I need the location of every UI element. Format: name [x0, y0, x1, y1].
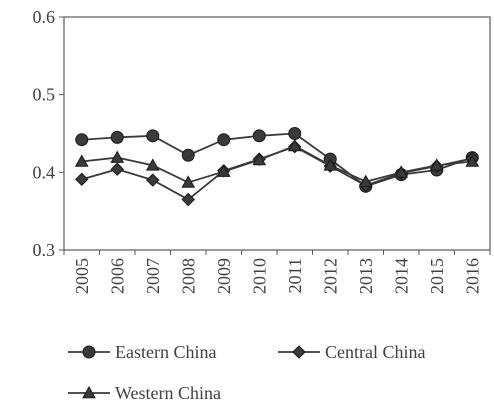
data-point-triangle — [465, 154, 480, 167]
y-tick-label: 0.4 — [33, 162, 56, 182]
data-point-triangle — [394, 165, 409, 178]
y-tick-label: 0.3 — [33, 240, 56, 260]
x-tick-label: 2010 — [249, 258, 269, 294]
x-tick-label: 2007 — [143, 258, 163, 294]
series-line-western-china — [81, 144, 473, 184]
x-tick-label: 2012 — [320, 258, 340, 294]
axes — [63, 16, 491, 251]
data-point-triangle — [429, 158, 444, 171]
data-point-triangle — [252, 152, 267, 166]
data-point-triangle — [287, 138, 302, 152]
x-tick-label: 2013 — [356, 258, 376, 294]
data-point-circle — [181, 148, 195, 162]
data-point-diamond — [181, 192, 195, 207]
series-line-eastern-china — [81, 132, 473, 188]
data-point-triangle — [216, 164, 231, 177]
data-point-triangle — [181, 175, 196, 188]
data-point-diamond — [110, 162, 124, 176]
x-tick-label: 2016 — [462, 258, 482, 294]
x-tick-label: 2006 — [107, 258, 127, 294]
data-point-triangle — [110, 150, 125, 163]
x-tick-label: 2011 — [285, 258, 305, 293]
data-point-triangle — [74, 154, 89, 167]
legend-marker-triangle — [82, 385, 96, 399]
data-point-circle — [217, 133, 231, 147]
legend: Eastern China Central China Western China — [68, 342, 425, 403]
x-tick-label: 2009 — [214, 258, 234, 294]
data-point-circle — [75, 133, 89, 147]
legend-label: Central China — [325, 342, 425, 362]
legend-marker-diamond — [292, 345, 306, 359]
data-point-diamond — [146, 173, 160, 187]
data-point-circle — [288, 127, 302, 140]
plot-area-border — [63, 16, 491, 251]
data-point-diamond — [75, 172, 89, 187]
x-tick-label: 2015 — [427, 258, 447, 294]
x-tick-label: 2014 — [391, 258, 411, 294]
y-axis-ticks: 0.3 0.4 0.5 0.6 — [33, 7, 64, 260]
data-point-circle — [146, 129, 160, 143]
x-tick-label: 2008 — [178, 258, 198, 294]
data-point-circle — [110, 130, 124, 144]
legend-marker-circle — [82, 345, 96, 359]
y-tick-label: 0.5 — [33, 85, 56, 105]
x-axis-ticks: 2005 2006 2007 2008 2009 2010 2011 2012 2013 2014… — [63, 250, 491, 294]
data-point-triangle — [323, 158, 338, 171]
x-tick-label: 2005 — [72, 258, 92, 294]
data-point-circle — [252, 129, 266, 143]
legend-label: Eastern China — [115, 342, 216, 362]
series-lines — [74, 127, 480, 207]
data-point-triangle — [145, 158, 160, 171]
y-tick-label: 0.6 — [33, 7, 56, 27]
legend-label: Western China — [115, 383, 221, 403]
data-point-triangle — [358, 174, 373, 187]
